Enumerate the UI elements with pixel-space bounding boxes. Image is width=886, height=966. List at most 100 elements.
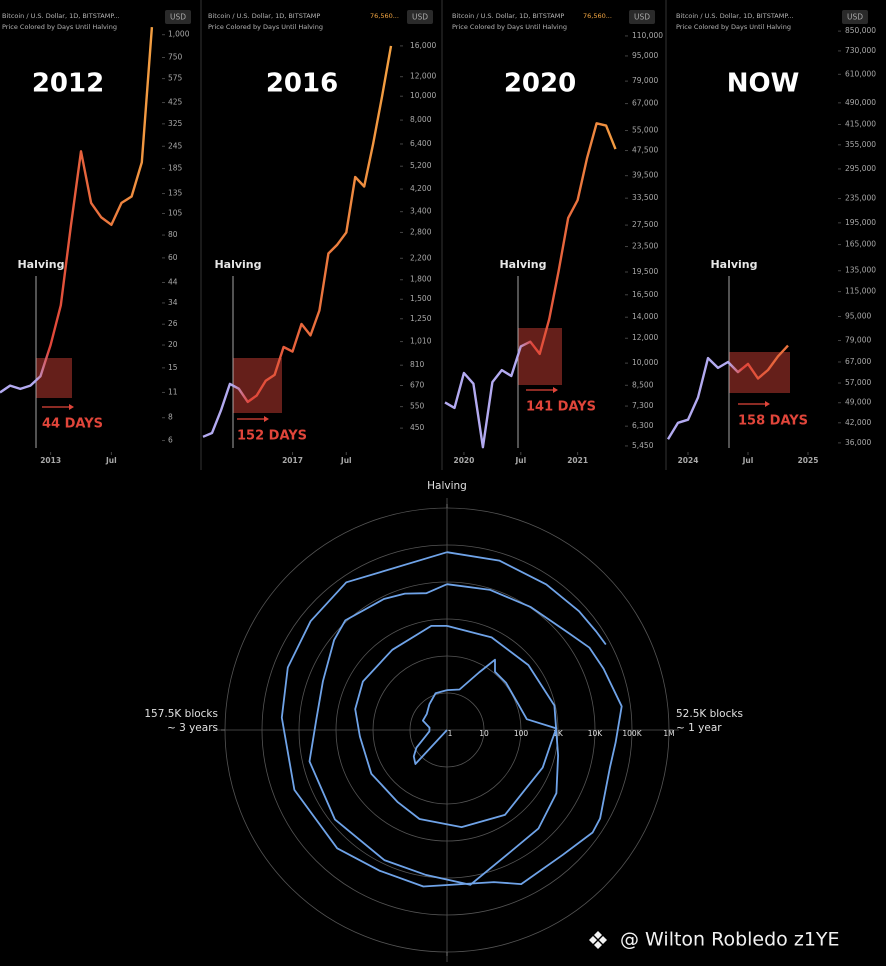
halving-window bbox=[518, 328, 562, 385]
y-tick-label: 12,000 bbox=[632, 333, 658, 342]
panel-title: 2020 bbox=[504, 69, 576, 99]
angular-tick-label: 157.5K blocks bbox=[144, 708, 218, 720]
price-panel: Bitcoin / U.S. Dollar, 1D, BITSTAMP... Pr… bbox=[0, 10, 191, 465]
angular-tick-label: Halving bbox=[427, 480, 467, 492]
halving-label: Halving bbox=[499, 258, 546, 271]
radial-tick-label: 1M bbox=[663, 729, 674, 738]
x-tick-label: 2017 bbox=[282, 456, 303, 465]
x-tick-label: Jul bbox=[340, 456, 352, 465]
chart-subtitle: Price Colored by Days Until Halving bbox=[208, 23, 323, 31]
cycle-line bbox=[308, 583, 559, 886]
y-tick-label: 730,000 bbox=[845, 46, 876, 55]
last-price: 76,560... bbox=[583, 12, 612, 20]
radial-grid-ring bbox=[335, 618, 559, 842]
y-tick-label: 8,000 bbox=[410, 115, 432, 124]
y-tick-label: 44 bbox=[168, 277, 178, 286]
radial-tick-label: 100K bbox=[622, 729, 642, 738]
y-tick-label: 610,000 bbox=[845, 69, 876, 78]
price-line bbox=[444, 122, 617, 449]
y-tick-label: 10,000 bbox=[410, 91, 436, 100]
currency-badge bbox=[629, 10, 655, 24]
panel-title: 2012 bbox=[32, 69, 104, 99]
y-tick-label: 49,000 bbox=[845, 398, 871, 407]
y-tick-label: 850,000 bbox=[845, 26, 876, 35]
days-arrow-head bbox=[69, 404, 74, 410]
y-tick-label: 670 bbox=[410, 381, 425, 390]
y-tick-label: 67,000 bbox=[632, 99, 658, 108]
currency-label: USD bbox=[847, 13, 863, 22]
y-tick-label: 425 bbox=[168, 98, 183, 107]
y-tick-label: 7,300 bbox=[632, 401, 654, 410]
y-tick-label: 8 bbox=[168, 413, 173, 422]
price-line bbox=[666, 344, 789, 440]
radial-grid-ring bbox=[261, 544, 633, 916]
radial-tick-label: 1 bbox=[448, 729, 453, 738]
halving-label: Halving bbox=[214, 258, 261, 271]
y-tick-label: 750 bbox=[168, 53, 183, 62]
y-tick-label: 79,000 bbox=[632, 76, 658, 85]
y-tick-label: 550 bbox=[410, 402, 425, 411]
chart-source: Bitcoin / U.S. Dollar, 1D, BITSTAMP bbox=[208, 12, 320, 20]
y-tick-label: 6,400 bbox=[410, 139, 432, 148]
halving-label: Halving bbox=[17, 258, 64, 271]
watermark: @ Wilton Robledo z1YE bbox=[620, 929, 840, 951]
chart-subtitle: Price Colored by Days Until Halving bbox=[676, 23, 791, 31]
currency-badge bbox=[842, 10, 868, 24]
angular-tick-sublabel: ~ 1 year bbox=[676, 722, 722, 734]
halving-window bbox=[233, 358, 282, 413]
price-panel: Bitcoin / U.S. Dollar, 1D, BITSTAMP... Pr… bbox=[666, 10, 876, 465]
polar-chart: 1 10 100 1K 10K 100K 1M Halving 52.5K blocks ~ 1 … bbox=[144, 480, 743, 962]
y-tick-label: 490,000 bbox=[845, 98, 876, 107]
halving-window bbox=[36, 358, 72, 398]
y-tick-label: 1,250 bbox=[410, 314, 432, 323]
watermark-icon bbox=[589, 931, 607, 949]
days-label: 152 DAYS bbox=[237, 429, 307, 444]
x-tick-label: 2021 bbox=[567, 456, 588, 465]
currency-label: USD bbox=[170, 13, 186, 22]
last-price: 76,560... bbox=[370, 12, 399, 20]
angular-tick-sublabel: ~ 3 years bbox=[167, 722, 218, 734]
y-tick-label: 235,000 bbox=[845, 194, 876, 203]
y-tick-label: 47,500 bbox=[632, 146, 658, 155]
y-tick-label: 185 bbox=[168, 164, 183, 173]
cycle-line bbox=[354, 625, 558, 828]
y-tick-label: 57,000 bbox=[845, 378, 871, 387]
days-label: 158 DAYS bbox=[738, 414, 808, 429]
angular-tick-label: 52.5K blocks bbox=[676, 708, 743, 720]
chart-source: Bitcoin / U.S. Dollar, 1D, BITSTAMP bbox=[452, 12, 564, 20]
price-panel: Bitcoin / U.S. Dollar, 1D, BITSTAMP 76,56… bbox=[202, 10, 436, 465]
y-tick-label: 26 bbox=[168, 319, 178, 328]
y-tick-label: 195,000 bbox=[845, 218, 876, 227]
y-tick-label: 3,400 bbox=[410, 207, 432, 216]
y-tick-label: 80 bbox=[168, 230, 178, 239]
logo bbox=[589, 931, 607, 949]
y-tick-label: 325 bbox=[168, 119, 183, 128]
cycle-line bbox=[280, 551, 623, 888]
y-tick-label: 2,200 bbox=[410, 253, 432, 262]
price-line bbox=[202, 45, 393, 438]
days-arrow-head bbox=[264, 416, 269, 422]
halving-label: Halving bbox=[710, 258, 757, 271]
y-tick-label: 36,000 bbox=[845, 438, 871, 447]
y-tick-label: 5,450 bbox=[632, 441, 654, 450]
y-tick-label: 67,000 bbox=[845, 357, 871, 366]
y-tick-label: 16,000 bbox=[410, 41, 436, 50]
radial-tick-label: 10K bbox=[588, 729, 604, 738]
price-panel: Bitcoin / U.S. Dollar, 1D, BITSTAMP 76,56… bbox=[444, 10, 663, 465]
y-tick-label: 14,000 bbox=[632, 312, 658, 321]
y-tick-label: 1,500 bbox=[410, 294, 432, 303]
y-tick-label: 5,200 bbox=[410, 161, 432, 170]
y-tick-label: 810 bbox=[410, 360, 425, 369]
days-arrow-head bbox=[765, 401, 770, 407]
y-tick-label: 450 bbox=[410, 423, 425, 432]
y-tick-label: 1,000 bbox=[168, 30, 190, 39]
y-tick-label: 16,500 bbox=[632, 290, 658, 299]
y-tick-label: 135,000 bbox=[845, 266, 876, 275]
y-tick-label: 39,500 bbox=[632, 171, 658, 180]
radial-grid-ring bbox=[298, 581, 596, 879]
y-tick-label: 8,500 bbox=[632, 380, 654, 389]
y-tick-label: 165,000 bbox=[845, 240, 876, 249]
chart-subtitle: Price Colored by Days Until Halving bbox=[452, 23, 567, 31]
